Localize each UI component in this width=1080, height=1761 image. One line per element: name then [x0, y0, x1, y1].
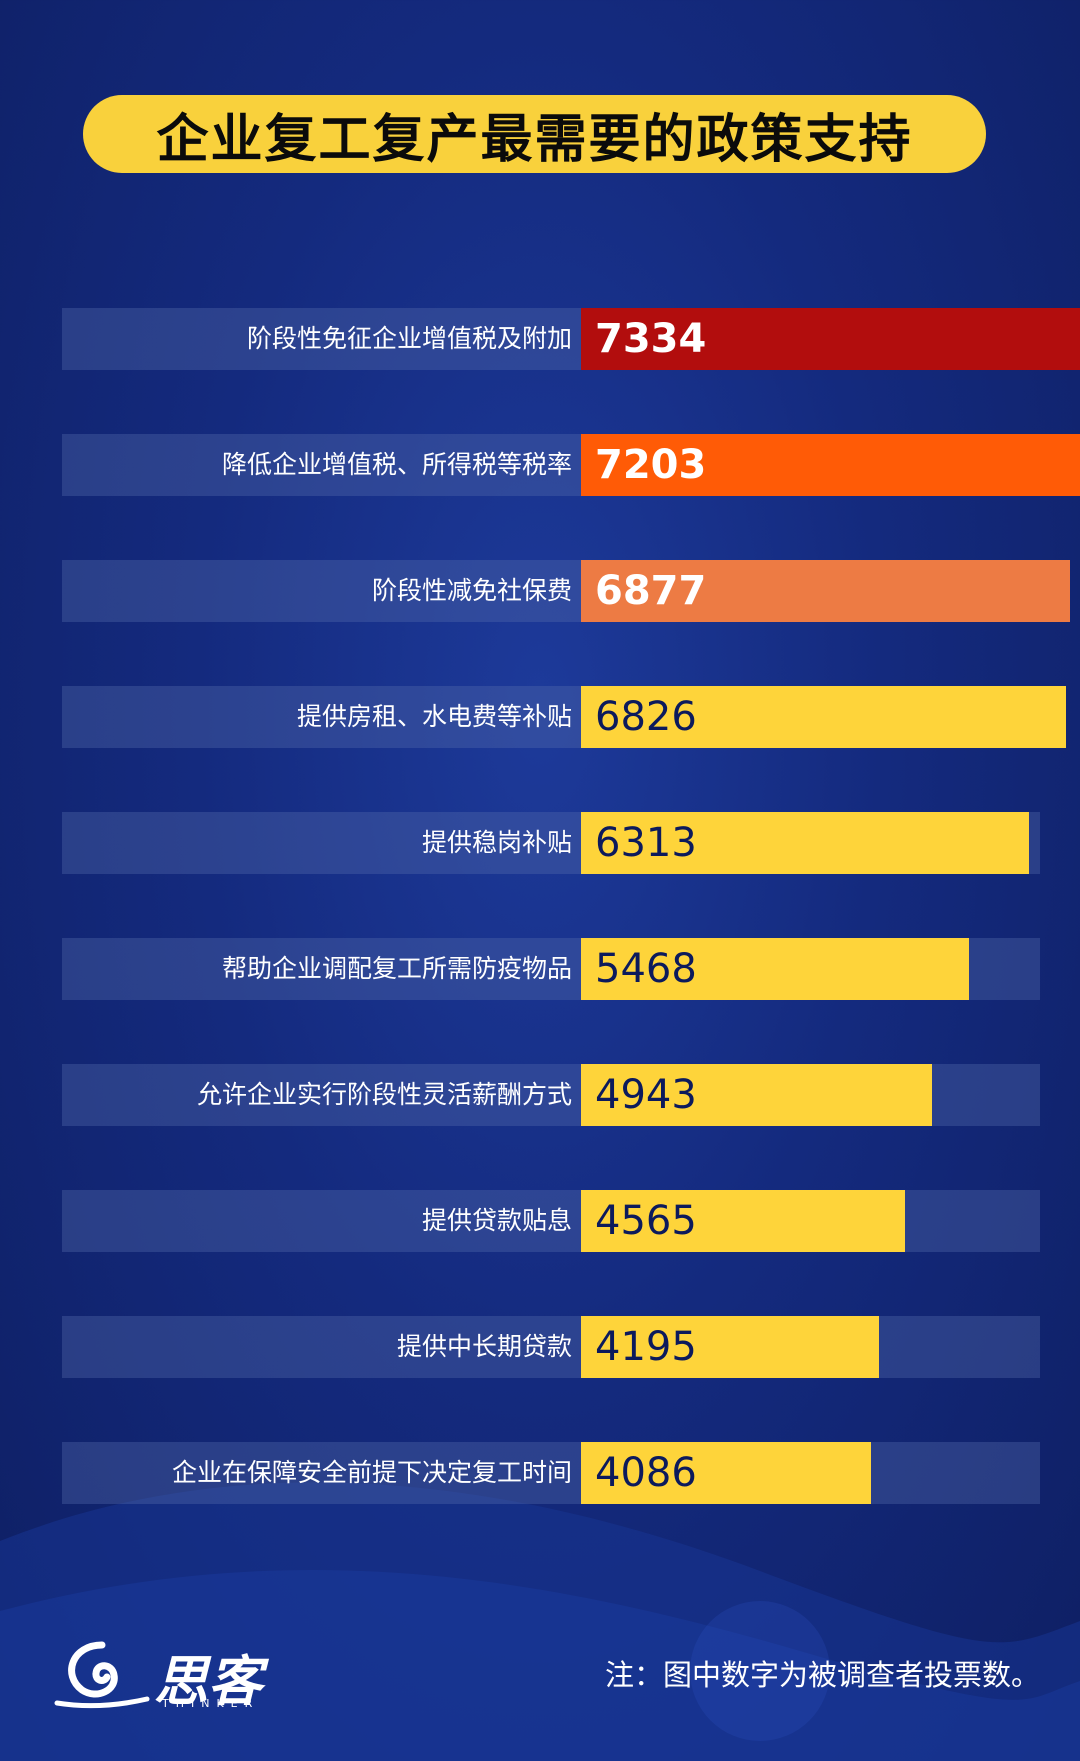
value-label: 4943	[595, 1072, 697, 1118]
bar	[581, 1442, 872, 1504]
bar-row: 允许企业实行阶段性灵活薪酬方式 4943	[62, 1064, 1040, 1126]
value-label: 4086	[595, 1450, 697, 1496]
bar	[581, 938, 970, 1000]
value-label: 4195	[595, 1324, 697, 1370]
category-label: 降低企业增值税、所得税等税率	[221, 450, 572, 479]
value-label: 6877	[595, 568, 707, 614]
value-label: 5468	[595, 946, 697, 992]
category-label: 提供稳岗补贴	[421, 828, 572, 857]
bar-row: 阶段性减免社保费 6877	[62, 560, 1070, 622]
bar	[581, 308, 1080, 370]
value-label: 6313	[595, 820, 697, 866]
bar	[581, 686, 1066, 748]
category-label: 阶段性减免社保费	[371, 576, 572, 605]
swirl-logo-icon	[54, 1641, 150, 1709]
category-label: 企业在保障安全前提下决定复工时间	[171, 1458, 572, 1487]
value-label: 4565	[595, 1198, 697, 1244]
value-label: 7334	[595, 316, 707, 362]
category-label: 提供房租、水电费等补贴	[296, 702, 572, 731]
footer-note: 注：图中数字为被调查者投票数。	[604, 1658, 1040, 1692]
bar-row: 阶段性免征企业增值税及附加 7334	[62, 308, 1080, 370]
title-banner: 企业复工复产最需要的政策支持	[83, 95, 986, 173]
category-label: 提供中长期贷款	[396, 1332, 572, 1361]
bar-row: 企业在保障安全前提下决定复工时间 4086	[62, 1442, 1040, 1504]
bar-row: 帮助企业调配复工所需防疫物品 5468	[62, 938, 1040, 1000]
bar-row: 提供房租、水电费等补贴 6826	[62, 686, 1066, 748]
category-label: 阶段性免征企业增值税及附加	[246, 324, 572, 353]
category-label: 帮助企业调配复工所需防疫物品	[221, 954, 572, 983]
category-label: 允许企业实行阶段性灵活薪酬方式	[196, 1080, 572, 1109]
bar-row: 降低企业增值税、所得税等税率 7203	[62, 434, 1080, 496]
bar-row: 提供稳岗补贴 6313	[62, 812, 1040, 874]
logo-chinese-name: 思客	[154, 1649, 262, 1713]
bar	[581, 1064, 933, 1126]
chart-title: 企业复工复产最需要的政策支持	[156, 109, 913, 170]
logo-english-name: THINKER	[162, 1697, 260, 1710]
bar	[581, 560, 1070, 622]
category-label: 提供贷款贴息	[421, 1206, 572, 1235]
bar	[581, 1190, 906, 1252]
value-label: 7203	[595, 442, 707, 488]
bar	[581, 812, 1030, 874]
value-label: 6826	[595, 694, 697, 740]
bar	[581, 1316, 879, 1378]
bar-row: 提供中长期贷款 4195	[62, 1316, 1040, 1378]
decorative-wave-background	[0, 1482, 1080, 1761]
thinker-logo: 思客 THINKER	[52, 1635, 282, 1715]
bar-row: 提供贷款贴息 4565	[62, 1190, 1040, 1252]
bar	[581, 434, 1080, 496]
